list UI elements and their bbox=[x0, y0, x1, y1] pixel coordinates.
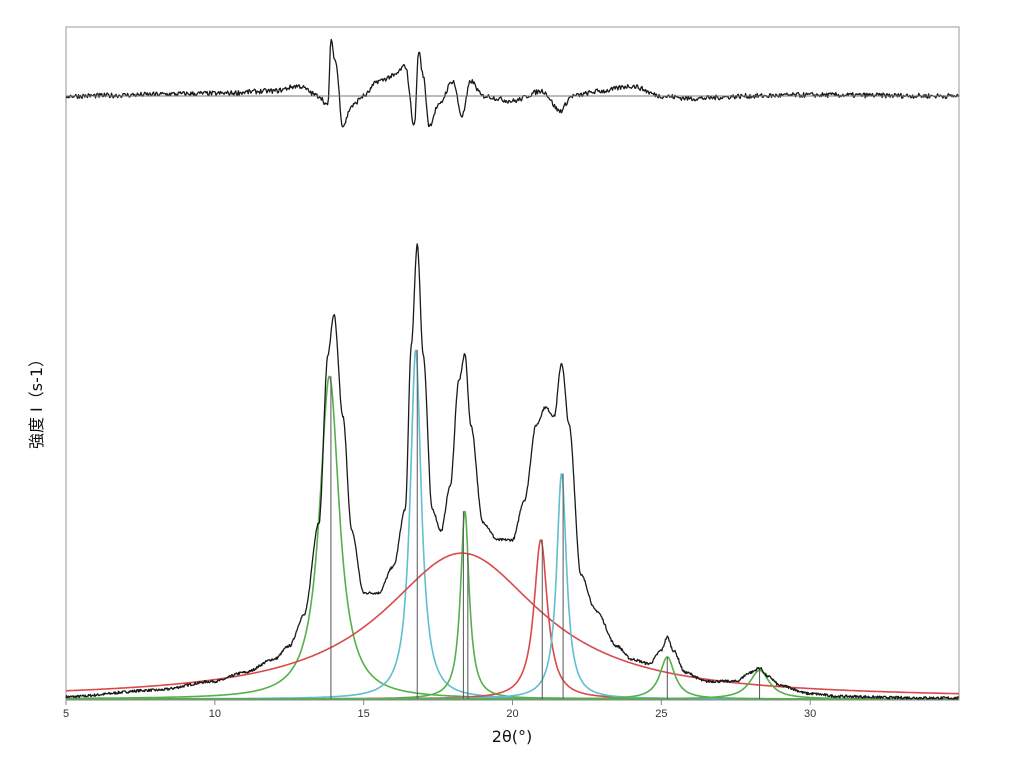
residual-curve bbox=[65, 38, 960, 128]
x-tick-label: 10 bbox=[209, 708, 221, 720]
peak-markers bbox=[330, 349, 761, 699]
component-curve-5 bbox=[66, 539, 959, 700]
fitted-components bbox=[66, 349, 959, 700]
observed-pattern bbox=[65, 243, 960, 700]
x-axis-ticks: 5 10 15 20 25 30 bbox=[63, 700, 816, 720]
plot-frame bbox=[65, 26, 960, 701]
residual-line bbox=[65, 38, 960, 128]
component-curve-4 bbox=[66, 552, 959, 695]
x-tick-label: 20 bbox=[506, 708, 518, 720]
x-tick-label: 25 bbox=[655, 708, 667, 720]
component-curve-7 bbox=[66, 656, 959, 700]
observed-line bbox=[65, 243, 960, 700]
x-tick-label: 5 bbox=[63, 708, 69, 720]
component-curve-2 bbox=[66, 349, 959, 700]
y-axis-title: 強度 I（s-1） bbox=[27, 351, 46, 449]
component-curve-8 bbox=[66, 669, 959, 700]
x-tick-label: 15 bbox=[358, 708, 370, 720]
component-curve-6 bbox=[66, 473, 959, 700]
x-axis-title: 2θ(°) bbox=[492, 727, 532, 746]
x-tick-label: 30 bbox=[804, 708, 816, 720]
component-curve-1 bbox=[66, 375, 959, 700]
